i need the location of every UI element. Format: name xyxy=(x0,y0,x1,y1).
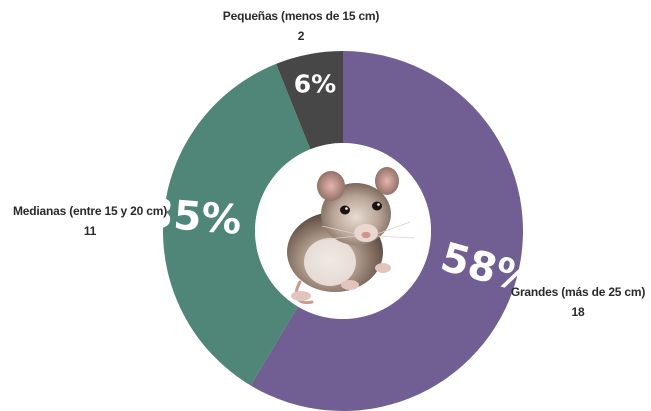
category-label-grandes: Grandes (más de 25 cm) 18 xyxy=(505,282,651,322)
category-name: Pequeñas (menos de 15 cm) xyxy=(222,9,380,23)
category-name: Medianas (entre 15 y 20 cm) xyxy=(12,204,167,218)
center-image xyxy=(255,143,431,319)
donut-slice-0 xyxy=(250,51,523,411)
category-label-medianas: Medianas (entre 15 y 20 cm) 11 xyxy=(0,201,180,241)
category-count: 18 xyxy=(571,305,585,319)
percent-label-1: 35% xyxy=(144,190,243,243)
category-name: Grandes (más de 25 cm) xyxy=(510,285,646,299)
category-count: 2 xyxy=(297,29,305,43)
category-label-pequenas: Pequeñas (menos de 15 cm) 2 xyxy=(176,6,426,46)
donut-slices xyxy=(163,51,523,411)
category-count: 11 xyxy=(83,224,97,238)
donut-slice-1 xyxy=(163,63,311,386)
donut-slice-2 xyxy=(276,51,343,150)
rat-illustration xyxy=(287,167,415,305)
percent-label-2: 6% xyxy=(294,70,336,99)
